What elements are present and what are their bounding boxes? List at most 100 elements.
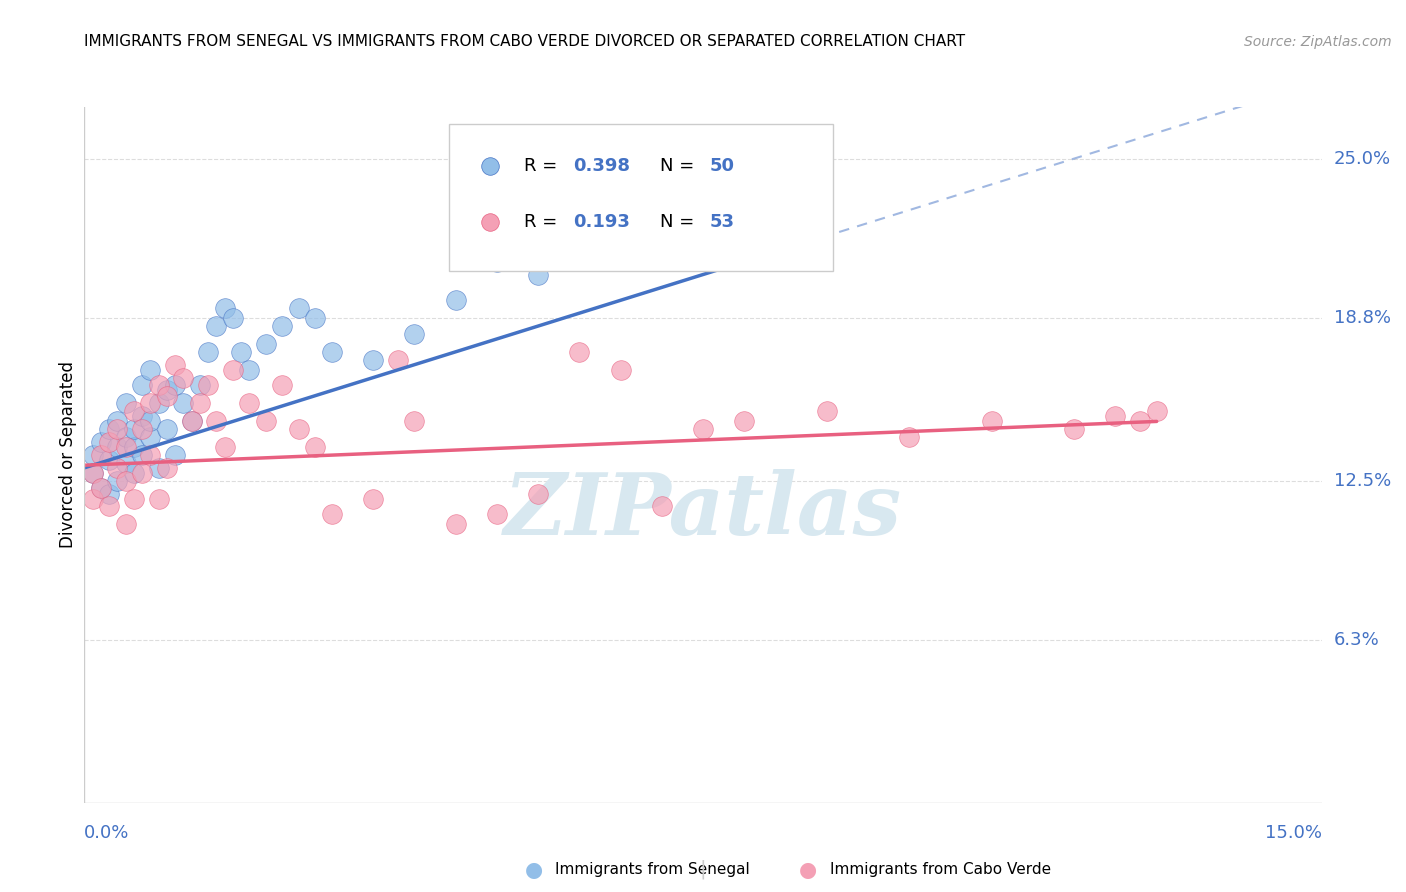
- Point: [692, 422, 714, 436]
- Point: [172, 396, 194, 410]
- Point: [98, 500, 121, 514]
- Point: [90, 435, 112, 450]
- Text: Immigrants from Senegal: Immigrants from Senegal: [555, 863, 751, 877]
- Point: [105, 422, 128, 436]
- Point: [90, 482, 112, 496]
- Point: [815, 404, 838, 418]
- Point: [180, 414, 202, 428]
- Point: [82, 466, 104, 480]
- Point: [98, 422, 121, 436]
- Point: [156, 460, 179, 475]
- Point: [485, 507, 508, 521]
- Point: [271, 378, 294, 392]
- Point: [105, 414, 128, 428]
- Point: [156, 389, 179, 403]
- Point: [114, 440, 136, 454]
- Point: [90, 448, 112, 462]
- Point: [361, 352, 384, 367]
- Text: Source: ZipAtlas.com: Source: ZipAtlas.com: [1244, 35, 1392, 49]
- Point: [98, 435, 121, 450]
- Point: [148, 396, 170, 410]
- Point: [361, 491, 384, 506]
- Point: [651, 500, 673, 514]
- Point: [180, 414, 202, 428]
- Point: [131, 422, 153, 436]
- Point: [222, 363, 245, 377]
- Y-axis label: Divorced or Separated: Divorced or Separated: [59, 361, 77, 549]
- Point: [1104, 409, 1126, 424]
- Point: [188, 378, 211, 392]
- FancyBboxPatch shape: [450, 124, 832, 270]
- Point: [156, 384, 179, 398]
- Point: [321, 344, 343, 359]
- Point: [288, 301, 311, 315]
- Text: 50: 50: [709, 157, 734, 175]
- Point: [165, 448, 187, 462]
- Text: 0.398: 0.398: [574, 157, 630, 175]
- Point: [114, 430, 136, 444]
- Point: [148, 491, 170, 506]
- Text: 6.3%: 6.3%: [1334, 632, 1379, 649]
- Point: [131, 378, 153, 392]
- Point: [229, 344, 252, 359]
- Point: [148, 378, 170, 392]
- Text: 0.0%: 0.0%: [84, 823, 129, 842]
- Point: [131, 466, 153, 480]
- Point: [139, 448, 162, 462]
- Point: [105, 460, 128, 475]
- Point: [387, 352, 409, 367]
- Text: N =: N =: [659, 213, 700, 231]
- Point: [139, 430, 162, 444]
- Point: [254, 337, 277, 351]
- Point: [122, 466, 145, 480]
- Point: [122, 440, 145, 454]
- Text: 12.5%: 12.5%: [1334, 472, 1392, 490]
- Point: [404, 326, 426, 341]
- Point: [214, 440, 236, 454]
- Point: [188, 396, 211, 410]
- Point: [568, 242, 591, 256]
- Point: [139, 414, 162, 428]
- Point: [238, 396, 260, 410]
- Point: [114, 474, 136, 488]
- Point: [980, 414, 1002, 428]
- Text: ●: ●: [526, 860, 543, 880]
- Point: [82, 491, 104, 506]
- Text: |: |: [700, 860, 706, 880]
- Point: [222, 311, 245, 326]
- Point: [114, 517, 136, 532]
- Point: [321, 507, 343, 521]
- Point: [114, 456, 136, 470]
- Point: [1146, 404, 1168, 418]
- Point: [733, 414, 755, 428]
- Point: [775, 224, 797, 238]
- Point: [254, 414, 277, 428]
- Point: [898, 430, 921, 444]
- Point: [444, 517, 467, 532]
- Point: [197, 344, 219, 359]
- Point: [304, 440, 326, 454]
- Text: 0.193: 0.193: [574, 213, 630, 231]
- Point: [404, 414, 426, 428]
- Point: [197, 378, 219, 392]
- Point: [304, 311, 326, 326]
- Text: 25.0%: 25.0%: [1334, 150, 1391, 168]
- Point: [205, 414, 228, 428]
- Text: Immigrants from Cabo Verde: Immigrants from Cabo Verde: [830, 863, 1050, 877]
- Point: [165, 378, 187, 392]
- Point: [98, 453, 121, 467]
- Point: [485, 254, 508, 268]
- Point: [1129, 414, 1152, 428]
- Text: R =: R =: [523, 213, 562, 231]
- Point: [1063, 422, 1085, 436]
- Point: [105, 440, 128, 454]
- Point: [122, 422, 145, 436]
- Point: [172, 370, 194, 384]
- Point: [288, 422, 311, 436]
- Text: IMMIGRANTS FROM SENEGAL VS IMMIGRANTS FROM CABO VERDE DIVORCED OR SEPARATED CORR: IMMIGRANTS FROM SENEGAL VS IMMIGRANTS FR…: [84, 34, 966, 49]
- Point: [568, 344, 591, 359]
- Point: [139, 396, 162, 410]
- Point: [156, 422, 179, 436]
- Point: [114, 396, 136, 410]
- Text: ●: ●: [800, 860, 817, 880]
